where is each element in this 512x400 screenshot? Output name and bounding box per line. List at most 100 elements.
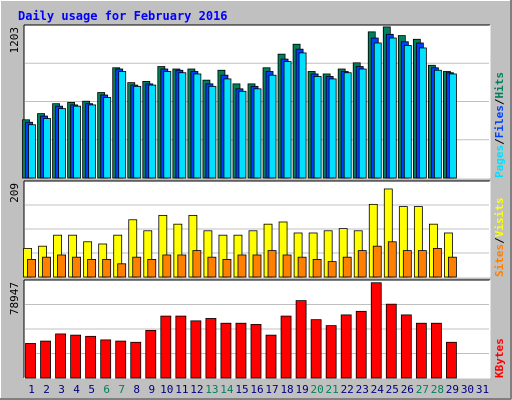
legend-sites: Sites bbox=[493, 244, 506, 277]
x-tick-label-day-28: 28 bbox=[431, 383, 444, 396]
x-tick-label-day-12: 12 bbox=[190, 383, 203, 396]
bar-kbytes-day-28 bbox=[430, 322, 442, 379]
bar-sites-day-11 bbox=[177, 254, 187, 278]
bar-kbytes-day-4 bbox=[70, 334, 82, 379]
bar-kbytes-day-24 bbox=[370, 282, 382, 379]
bar-sites-day-24 bbox=[372, 245, 382, 278]
panel-middle: 209 Sites/Visits bbox=[8, 180, 506, 278]
bar-pages-day-13 bbox=[208, 85, 217, 179]
bar-kbytes-day-1 bbox=[25, 343, 36, 379]
bar-pages-day-2 bbox=[43, 118, 51, 179]
bar-pages-day-27 bbox=[418, 47, 427, 179]
bar-kbytes-day-19 bbox=[295, 300, 307, 379]
bar-pages-day-9 bbox=[148, 84, 157, 179]
legend-separator: / bbox=[493, 237, 506, 244]
x-tick-label-day-5: 5 bbox=[88, 383, 95, 396]
bar-sites-day-16 bbox=[252, 254, 262, 278]
legend-middle: Sites/Visits bbox=[493, 198, 506, 278]
bar-pages-day-21 bbox=[328, 78, 337, 179]
bar-kbytes-day-26 bbox=[400, 314, 412, 379]
x-tick-label-day-6: 6 bbox=[103, 383, 110, 396]
bar-pages-day-3 bbox=[58, 108, 66, 179]
x-tick-label-day-7: 7 bbox=[118, 383, 125, 396]
bar-sites-day-29 bbox=[448, 256, 457, 278]
bar-pages-day-1 bbox=[28, 124, 36, 179]
bar-sites-day-10 bbox=[162, 254, 172, 278]
bar-kbytes-day-8 bbox=[130, 341, 142, 379]
x-tick-label-day-8: 8 bbox=[133, 383, 140, 396]
bar-pages-day-20 bbox=[313, 76, 322, 179]
bar-kbytes-day-25 bbox=[385, 303, 397, 379]
bar-sites-day-22 bbox=[342, 256, 352, 278]
bar-sites-day-13 bbox=[207, 256, 217, 278]
chart-panels: 1203Pages/Files/Hits209Sites/Visits78947… bbox=[8, 24, 506, 379]
bar-kbytes-day-2 bbox=[40, 340, 51, 379]
legend-visits: Visits bbox=[493, 198, 506, 238]
x-tick-label-day-2: 2 bbox=[43, 383, 50, 396]
x-tick-label-day-15: 15 bbox=[235, 383, 248, 396]
bar-pages-day-12 bbox=[193, 73, 202, 179]
bar-kbytes-day-27 bbox=[415, 322, 427, 379]
bar-kbytes-day-18 bbox=[280, 315, 292, 379]
legend-separator: / bbox=[493, 138, 506, 145]
bar-pages-day-17 bbox=[268, 74, 277, 179]
bar-pages-day-28 bbox=[433, 69, 442, 179]
bar-kbytes-day-15 bbox=[235, 322, 247, 379]
max-label-bottom: 78947 bbox=[8, 282, 21, 315]
x-tick-label-day-11: 11 bbox=[175, 383, 188, 396]
bar-sites-day-2 bbox=[42, 256, 51, 278]
x-tick-label-day-29: 29 bbox=[446, 383, 459, 396]
bar-sites-day-8 bbox=[132, 256, 142, 278]
legend-separator: / bbox=[493, 98, 506, 105]
bar-pages-day-23 bbox=[358, 68, 367, 179]
bar-sites-day-9 bbox=[147, 258, 157, 278]
x-tick-label-day-14: 14 bbox=[220, 383, 234, 396]
bar-kbytes-day-11 bbox=[175, 315, 187, 379]
panel-top: 1203 Pages/Files/Hits bbox=[8, 24, 506, 179]
bar-kbytes-day-22 bbox=[340, 314, 352, 379]
bar-sites-day-5 bbox=[87, 258, 97, 278]
x-tick-label-day-23: 23 bbox=[356, 383, 369, 396]
bar-sites-day-7 bbox=[117, 263, 127, 278]
x-tick-label-day-4: 4 bbox=[73, 383, 80, 396]
bar-sites-day-20 bbox=[312, 258, 322, 278]
max-label-top: 1203 bbox=[8, 27, 21, 54]
bar-pages-day-15 bbox=[238, 90, 247, 179]
x-tick-label-day-19: 19 bbox=[295, 383, 308, 396]
bar-sites-day-3 bbox=[57, 254, 66, 278]
x-axis-labels: 1 2 3 4 5 6 7 8 9 10 11 12 13 14 15 16 17 18 19 20 21 22 23 24 2… bbox=[28, 383, 489, 396]
legend-pages: Pages bbox=[493, 145, 506, 178]
bar-kbytes-day-20 bbox=[310, 319, 322, 379]
max-label-middle: 209 bbox=[8, 183, 21, 203]
chart-title: Daily usage for February 2016 bbox=[18, 9, 228, 23]
x-tick-label-day-18: 18 bbox=[280, 383, 293, 396]
bar-sites-day-15 bbox=[237, 254, 247, 278]
bar-sites-day-19 bbox=[297, 256, 307, 278]
bar-sites-day-23 bbox=[357, 250, 367, 278]
bar-sites-day-18 bbox=[282, 254, 292, 278]
bar-sites-day-12 bbox=[192, 250, 202, 278]
bar-kbytes-day-10 bbox=[160, 315, 172, 379]
bar-kbytes-day-23 bbox=[355, 310, 367, 379]
bar-sites-day-4 bbox=[72, 256, 82, 278]
bar-sites-day-25 bbox=[387, 241, 397, 278]
bar-kbytes-day-16 bbox=[250, 324, 262, 379]
bar-kbytes-day-14 bbox=[220, 322, 232, 379]
bar-kbytes-day-12 bbox=[190, 320, 202, 379]
bar-sites-day-27 bbox=[417, 250, 427, 278]
x-tick-label-day-27: 27 bbox=[416, 383, 429, 396]
bar-pages-day-6 bbox=[103, 97, 112, 179]
x-tick-label-day-20: 20 bbox=[311, 383, 324, 396]
bar-sites-day-26 bbox=[402, 250, 412, 278]
legend-bottom: KBytes bbox=[493, 338, 506, 378]
bar-sites-day-1 bbox=[27, 258, 36, 278]
legend-top: Pages/Files/Hits bbox=[493, 72, 506, 178]
bar-pages-day-14 bbox=[223, 78, 232, 179]
bar-kbytes-day-5 bbox=[85, 335, 97, 379]
bar-pages-day-18 bbox=[283, 61, 292, 179]
bar-pages-day-22 bbox=[343, 72, 352, 179]
x-tick-label-day-24: 24 bbox=[371, 383, 385, 396]
bar-sites-day-14 bbox=[222, 258, 232, 278]
bar-pages-day-26 bbox=[403, 45, 412, 179]
